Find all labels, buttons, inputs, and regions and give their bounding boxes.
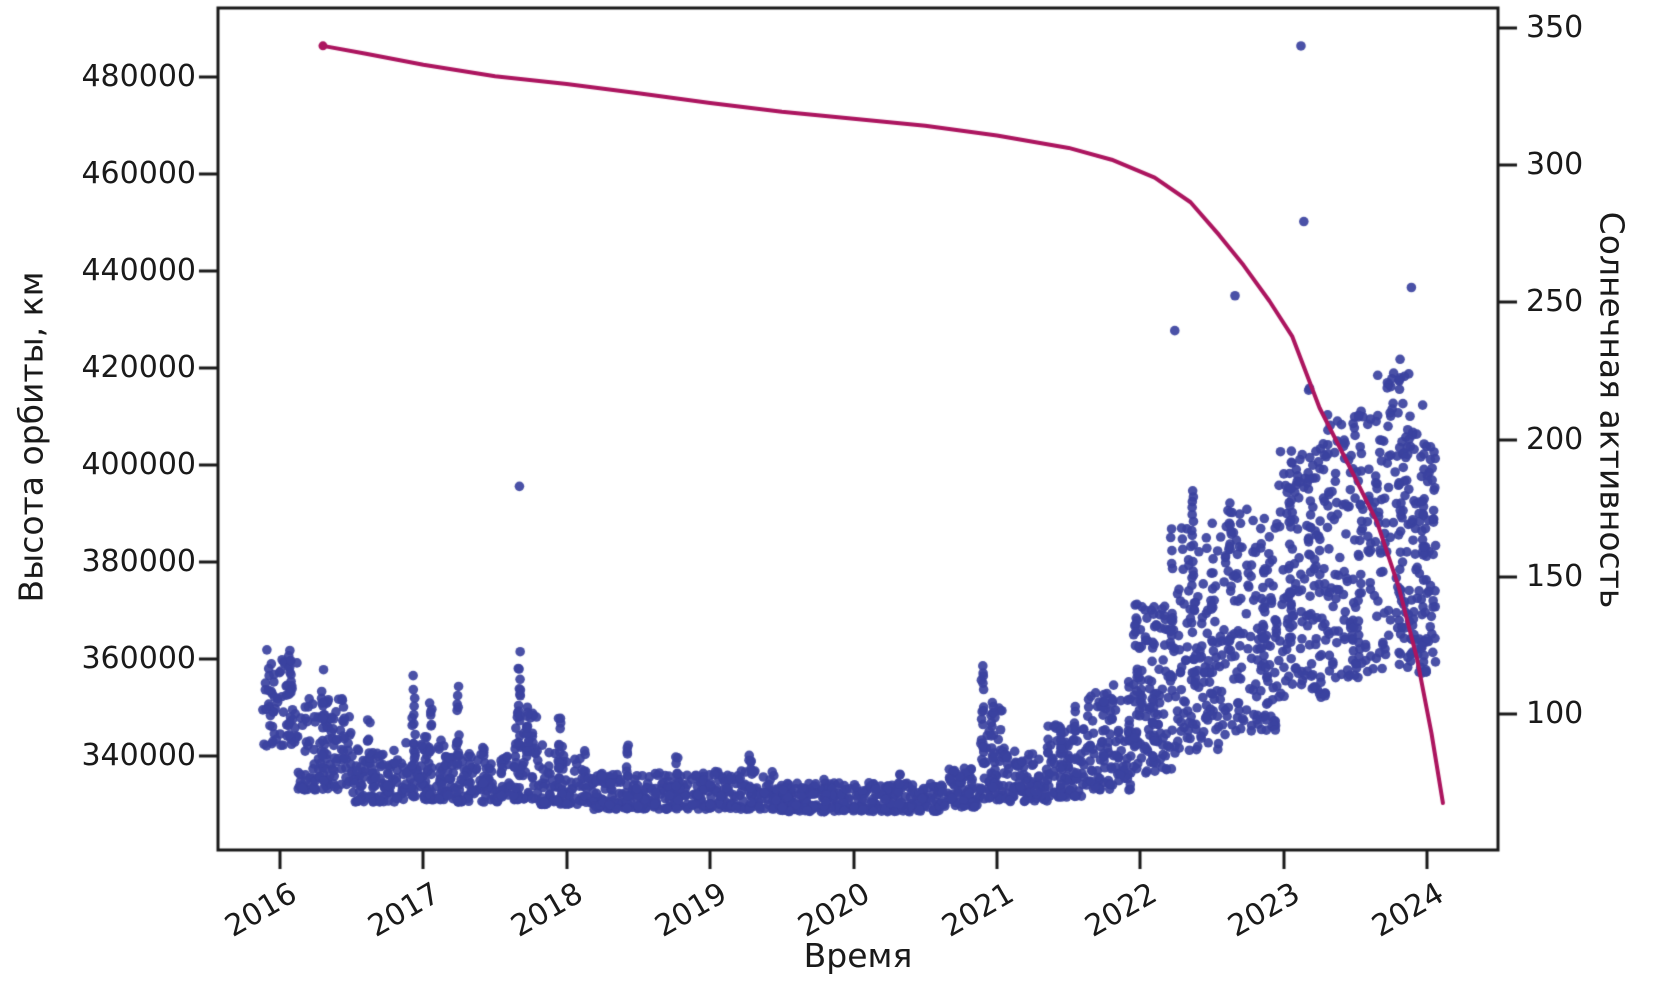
y-left-tick-label: 380000 [81,543,196,579]
y-right-tick-label: 250 [1526,284,1584,320]
y-right-tick-label: 150 [1526,558,1584,594]
y-right-tick-label: 300 [1526,147,1584,183]
y-left-tick-label: 340000 [81,737,196,773]
y-left-tick-label: 440000 [81,252,196,288]
y-right-axis-label: Солнечная активность [1592,211,1632,609]
y-left-tick-label: 480000 [81,59,196,94]
y-right-tick-label: 200 [1526,421,1584,457]
y-right-tick-label: 100 [1526,695,1584,731]
y-left-tick-label: 360000 [81,640,196,676]
y-left-tick-label: 460000 [81,156,196,191]
y-left-tick-label: 400000 [81,446,196,482]
y-left-tick-label: 420000 [81,349,196,385]
x-axis-label: Время [803,936,913,975]
y-right-tick-label: 350 [1526,10,1584,46]
